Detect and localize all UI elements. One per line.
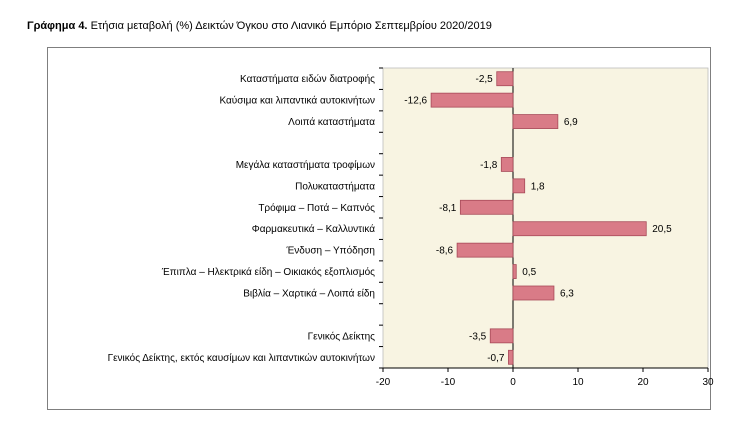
category-label: Λοιπά καταστήματα xyxy=(288,116,375,128)
bar xyxy=(456,242,514,258)
category-label: Πολυκαταστήματα xyxy=(295,180,375,192)
data-label: -3,5 xyxy=(469,331,487,342)
category-label: Γενικός Δείκτης xyxy=(308,330,376,342)
x-tick-label: -10 xyxy=(441,377,456,388)
data-label: -8,6 xyxy=(436,246,454,257)
bar xyxy=(512,264,517,279)
bar xyxy=(512,114,559,129)
data-label: 6,3 xyxy=(560,289,574,300)
x-tick-label: 0 xyxy=(510,377,516,388)
category-label: Βιβλία – Χαρτικά – Λοιπά είδη xyxy=(243,288,375,300)
category-label: Καύσιμα και λιπαντικά αυτοκινήτων xyxy=(219,95,375,107)
category-label: Τρόφιμα – Ποτά – Καπνός xyxy=(258,202,375,214)
x-tick-label: 20 xyxy=(637,377,649,388)
data-label: -8,1 xyxy=(439,203,457,214)
category-label: Ένδυση – Υπόδηση xyxy=(285,245,375,257)
chart-caption: Γράφημα 4. Ετήσια μεταβολή (%) Δεικτών Ό… xyxy=(27,20,492,32)
bar xyxy=(430,92,514,108)
data-label: -12,6 xyxy=(404,96,427,107)
bar xyxy=(459,199,514,215)
data-label: -2,5 xyxy=(476,74,494,85)
category-label: Μεγάλα καταστήματα τροφίμων xyxy=(236,159,375,171)
x-tick-label: -20 xyxy=(376,377,391,388)
bar xyxy=(512,221,647,237)
category-label: Έπιπλα – Ηλεκτρικά είδη – Οικιακός εξοπλ… xyxy=(161,266,375,278)
data-label: -0,7 xyxy=(487,353,505,364)
caption-lead: Γράφημα 4. xyxy=(27,20,88,32)
data-label: 6,9 xyxy=(564,117,578,128)
category-label: Καταστήματα ειδών διατροφής xyxy=(240,73,375,85)
bar xyxy=(508,349,514,365)
x-tick-label: 10 xyxy=(572,377,584,388)
bar xyxy=(489,328,514,344)
data-label: -1,8 xyxy=(480,160,498,171)
bar xyxy=(500,157,514,172)
bar xyxy=(512,285,555,301)
data-label: 0,5 xyxy=(522,267,536,278)
category-label: Γενικός Δείκτης, εκτός καυσίμων και λιπα… xyxy=(108,352,375,364)
data-label: 1,8 xyxy=(531,181,545,192)
plot-area xyxy=(382,67,709,369)
bar xyxy=(512,178,526,194)
bar xyxy=(496,71,514,87)
category-label: Φαρμακευτικά – Καλλυντικά xyxy=(252,223,375,235)
data-label: 20,5 xyxy=(652,224,672,235)
caption-text: Ετήσια μεταβολή (%) Δεικτών Όγκου στο Λι… xyxy=(90,20,492,32)
x-tick-label: 30 xyxy=(702,377,714,388)
